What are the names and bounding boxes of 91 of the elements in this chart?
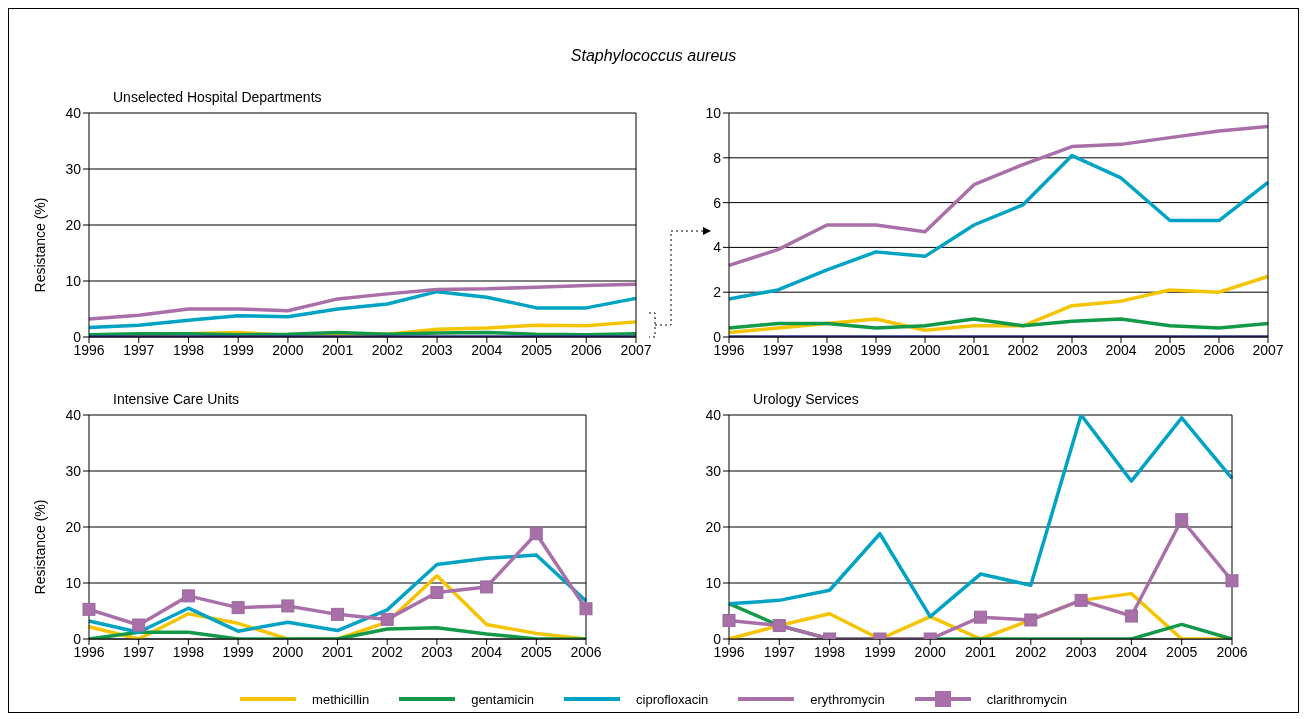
x-tick-label: 2000: [914, 643, 946, 660]
x-tick-label: 2001: [964, 643, 997, 660]
x-tick-label: 2003: [1056, 341, 1088, 358]
y-tick-label: 2: [713, 284, 722, 301]
point: [529, 527, 543, 541]
x-tick-label: 2000: [909, 341, 941, 358]
x-tick-label: 2002: [371, 341, 404, 358]
x-tick-label: 2000: [272, 341, 304, 358]
x-tick-label: 2002: [371, 643, 403, 660]
x-tick-label: 1999: [864, 643, 896, 660]
y-tick-label: 6: [713, 194, 722, 211]
legend-label: gentamicin: [471, 691, 535, 707]
point: [772, 619, 786, 633]
chart-subtitle: Unselected Hospital Departments: [113, 89, 322, 105]
x-tick-label: 2004: [471, 643, 503, 660]
y-tick-label: 10: [705, 104, 722, 121]
y-tick-label: 20: [65, 216, 82, 233]
x-tick-label: 1997: [123, 341, 155, 358]
point: [1124, 609, 1138, 623]
x-tick-label: 2006: [570, 341, 603, 358]
point: [1225, 574, 1239, 588]
x-tick-label: 2002: [1007, 341, 1039, 358]
y-axis-title: Resistance (%): [32, 196, 48, 295]
line-series: [727, 317, 1270, 330]
legend-label: methicillin: [312, 691, 370, 707]
x-tick-label: 2001: [321, 643, 354, 660]
x-tick-label: 2005: [1154, 341, 1186, 358]
chart-title: Staphylococcus aureus: [569, 47, 738, 65]
x-tick-label: 2006: [570, 643, 602, 660]
x-tick-label: 2001: [958, 341, 990, 358]
x-tick-label: 2005: [520, 341, 553, 358]
x-tick-label: 2003: [421, 643, 453, 660]
y-tick-label: 10: [705, 574, 722, 591]
y-tick-label: 30: [705, 462, 722, 479]
y-tick-label: 10: [65, 272, 82, 289]
x-tick-label: 1999: [222, 643, 254, 660]
point: [1074, 593, 1088, 607]
point: [281, 599, 295, 613]
point: [181, 589, 195, 603]
x-tick-label: 2006: [1216, 643, 1248, 660]
x-tick-label: 1998: [172, 643, 205, 660]
y-tick-label: 30: [65, 462, 82, 479]
legend-label: ciprofloxacin: [636, 691, 709, 707]
x-tick-label: 1997: [763, 643, 796, 660]
x-tick-label: 2001: [322, 341, 354, 358]
x-tick-label: 1999: [860, 341, 892, 358]
point: [430, 586, 444, 600]
x-tick-label: 2005: [520, 643, 553, 660]
point: [331, 607, 344, 621]
y-tick-label: 40: [65, 406, 82, 423]
x-tick-label: 2003: [1065, 643, 1097, 660]
point: [231, 601, 245, 615]
point: [380, 612, 394, 626]
x-tick-label: 1998: [814, 643, 846, 660]
x-tick-label: 1998: [172, 341, 205, 358]
y-tick-label: 40: [65, 104, 82, 121]
x-tick-label: 2007: [1252, 341, 1284, 358]
x-tick-label: 2000: [272, 643, 304, 660]
point: [579, 602, 593, 616]
point: [132, 618, 146, 632]
point: [480, 580, 494, 594]
legend-label: clarithromycin: [986, 691, 1067, 707]
point: [1175, 513, 1189, 527]
y-tick-label: 10: [65, 574, 82, 591]
y-tick-label: 30: [65, 160, 82, 177]
x-tick-label: 1997: [762, 341, 794, 358]
y-tick-label: 40: [705, 406, 722, 423]
y-axis-title: Resistance (%): [32, 498, 48, 597]
point: [974, 610, 987, 624]
x-tick-label: 2004: [1115, 643, 1148, 660]
x-tick-label: 1999: [222, 341, 254, 358]
point: [722, 614, 736, 628]
x-tick-label: 2003: [421, 341, 453, 358]
x-tick-label: 2004: [1105, 341, 1137, 358]
x-tick-label: 2006: [1203, 341, 1235, 358]
line-series: [87, 289, 638, 330]
x-tick-label: 2002: [1015, 643, 1047, 660]
chart-title: Urology Services: [753, 391, 859, 407]
x-tick-label: 2004: [471, 341, 503, 358]
x-tick-label: 2005: [1166, 643, 1198, 660]
y-tick-label: 8: [713, 149, 722, 166]
y-tick-label: 4: [713, 239, 722, 256]
x-tick-label: 2007: [620, 341, 652, 358]
y-tick-label: 20: [705, 518, 722, 535]
y-tick-label: 20: [65, 518, 82, 535]
chart-title: Intensive Care Units: [113, 391, 240, 407]
point: [1024, 613, 1038, 627]
legend-label: erythromycin: [810, 691, 885, 707]
point: [82, 602, 96, 616]
x-tick-label: 1997: [123, 643, 155, 660]
x-tick-label: 1998: [811, 341, 843, 358]
